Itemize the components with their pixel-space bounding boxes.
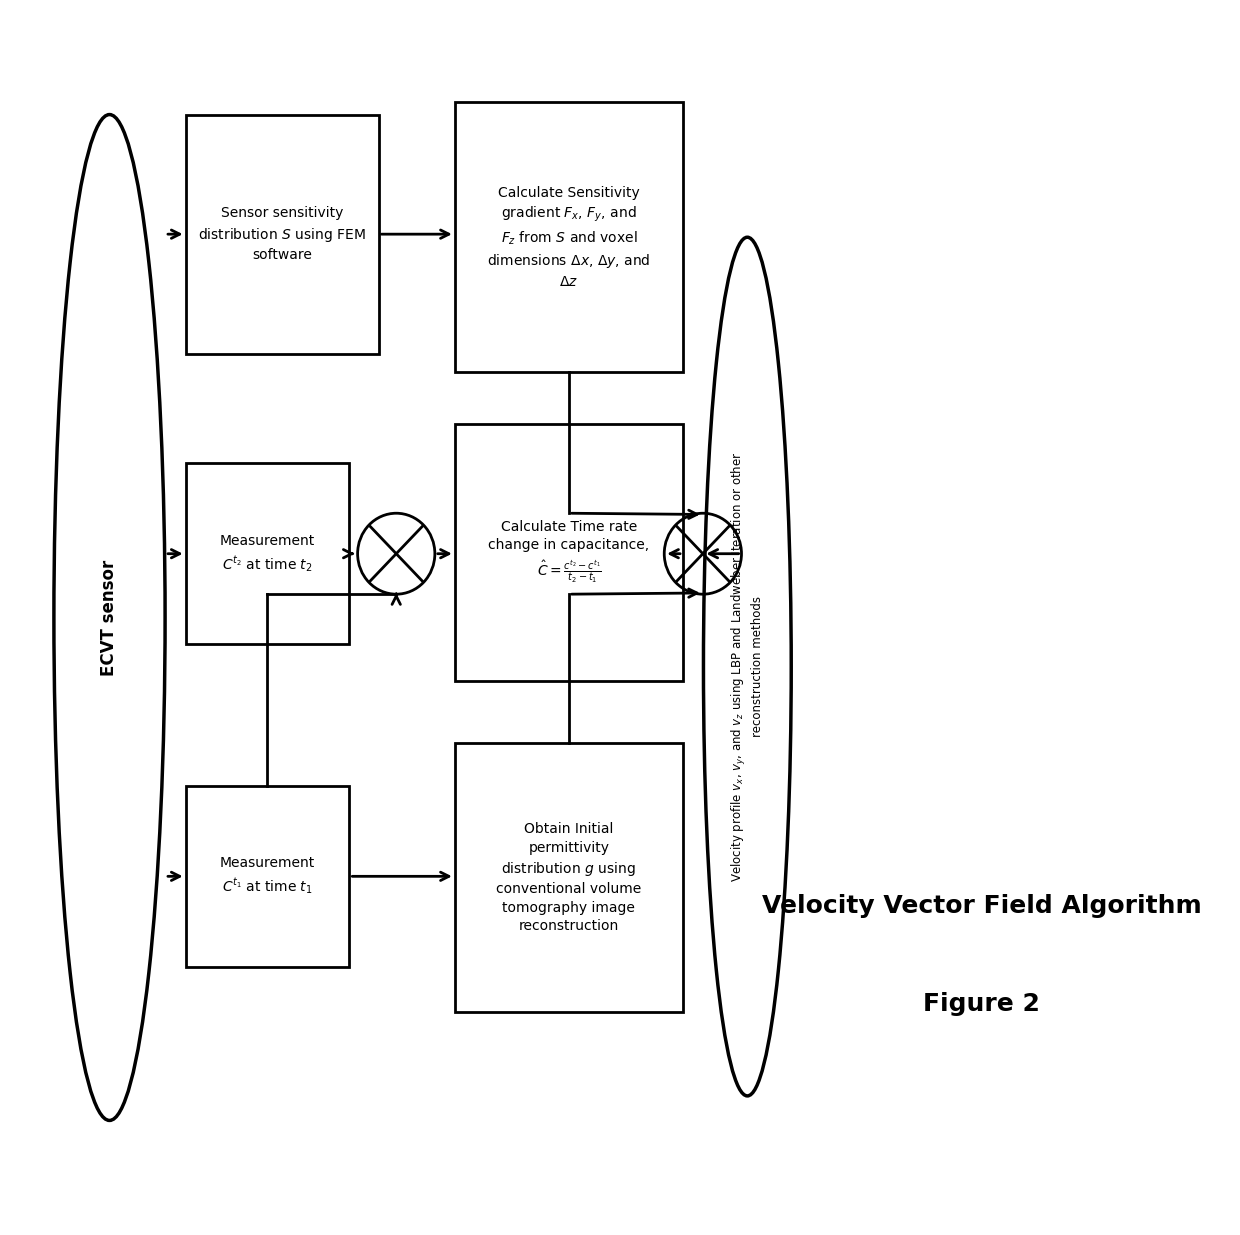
Text: ECVT sensor: ECVT sensor xyxy=(100,559,119,676)
Text: Velocity Vector Field Algorithm: Velocity Vector Field Algorithm xyxy=(761,894,1202,918)
Bar xyxy=(455,742,683,1013)
Text: Calculate Sensitivity
gradient $F_x$, $F_y$, and
$F_z$ from $S$ and voxel
dimens: Calculate Sensitivity gradient $F_x$, $F… xyxy=(487,186,651,289)
Text: Figure 2: Figure 2 xyxy=(923,992,1040,1016)
Text: Velocity profile $v_x$, $v_y$, and $v_z$ using LBP and Landweber Iteration or ot: Velocity profile $v_x$, $v_y$, and $v_z$… xyxy=(730,451,764,882)
Text: Measurement
$C^{t_1}$ at time $t_1$: Measurement $C^{t_1}$ at time $t_1$ xyxy=(219,856,315,897)
Text: Calculate Time rate
change in capacitance,
$\hat{C} = \frac{c^{t_2}-c^{t_1}}{t_2: Calculate Time rate change in capacitanc… xyxy=(489,520,650,585)
Text: Obtain Initial
permittivity
distribution $g$ using
conventional volume
tomograph: Obtain Initial permittivity distribution… xyxy=(496,823,641,932)
Bar xyxy=(455,103,683,372)
Bar xyxy=(186,785,350,967)
Text: Measurement
$C^{t_2}$ at time $t_2$: Measurement $C^{t_2}$ at time $t_2$ xyxy=(219,534,315,574)
Text: Sensor sensitivity
distribution $S$ using FEM
software: Sensor sensitivity distribution $S$ usin… xyxy=(198,206,366,262)
Bar xyxy=(455,424,683,682)
Bar xyxy=(186,115,378,353)
Bar xyxy=(186,463,350,645)
